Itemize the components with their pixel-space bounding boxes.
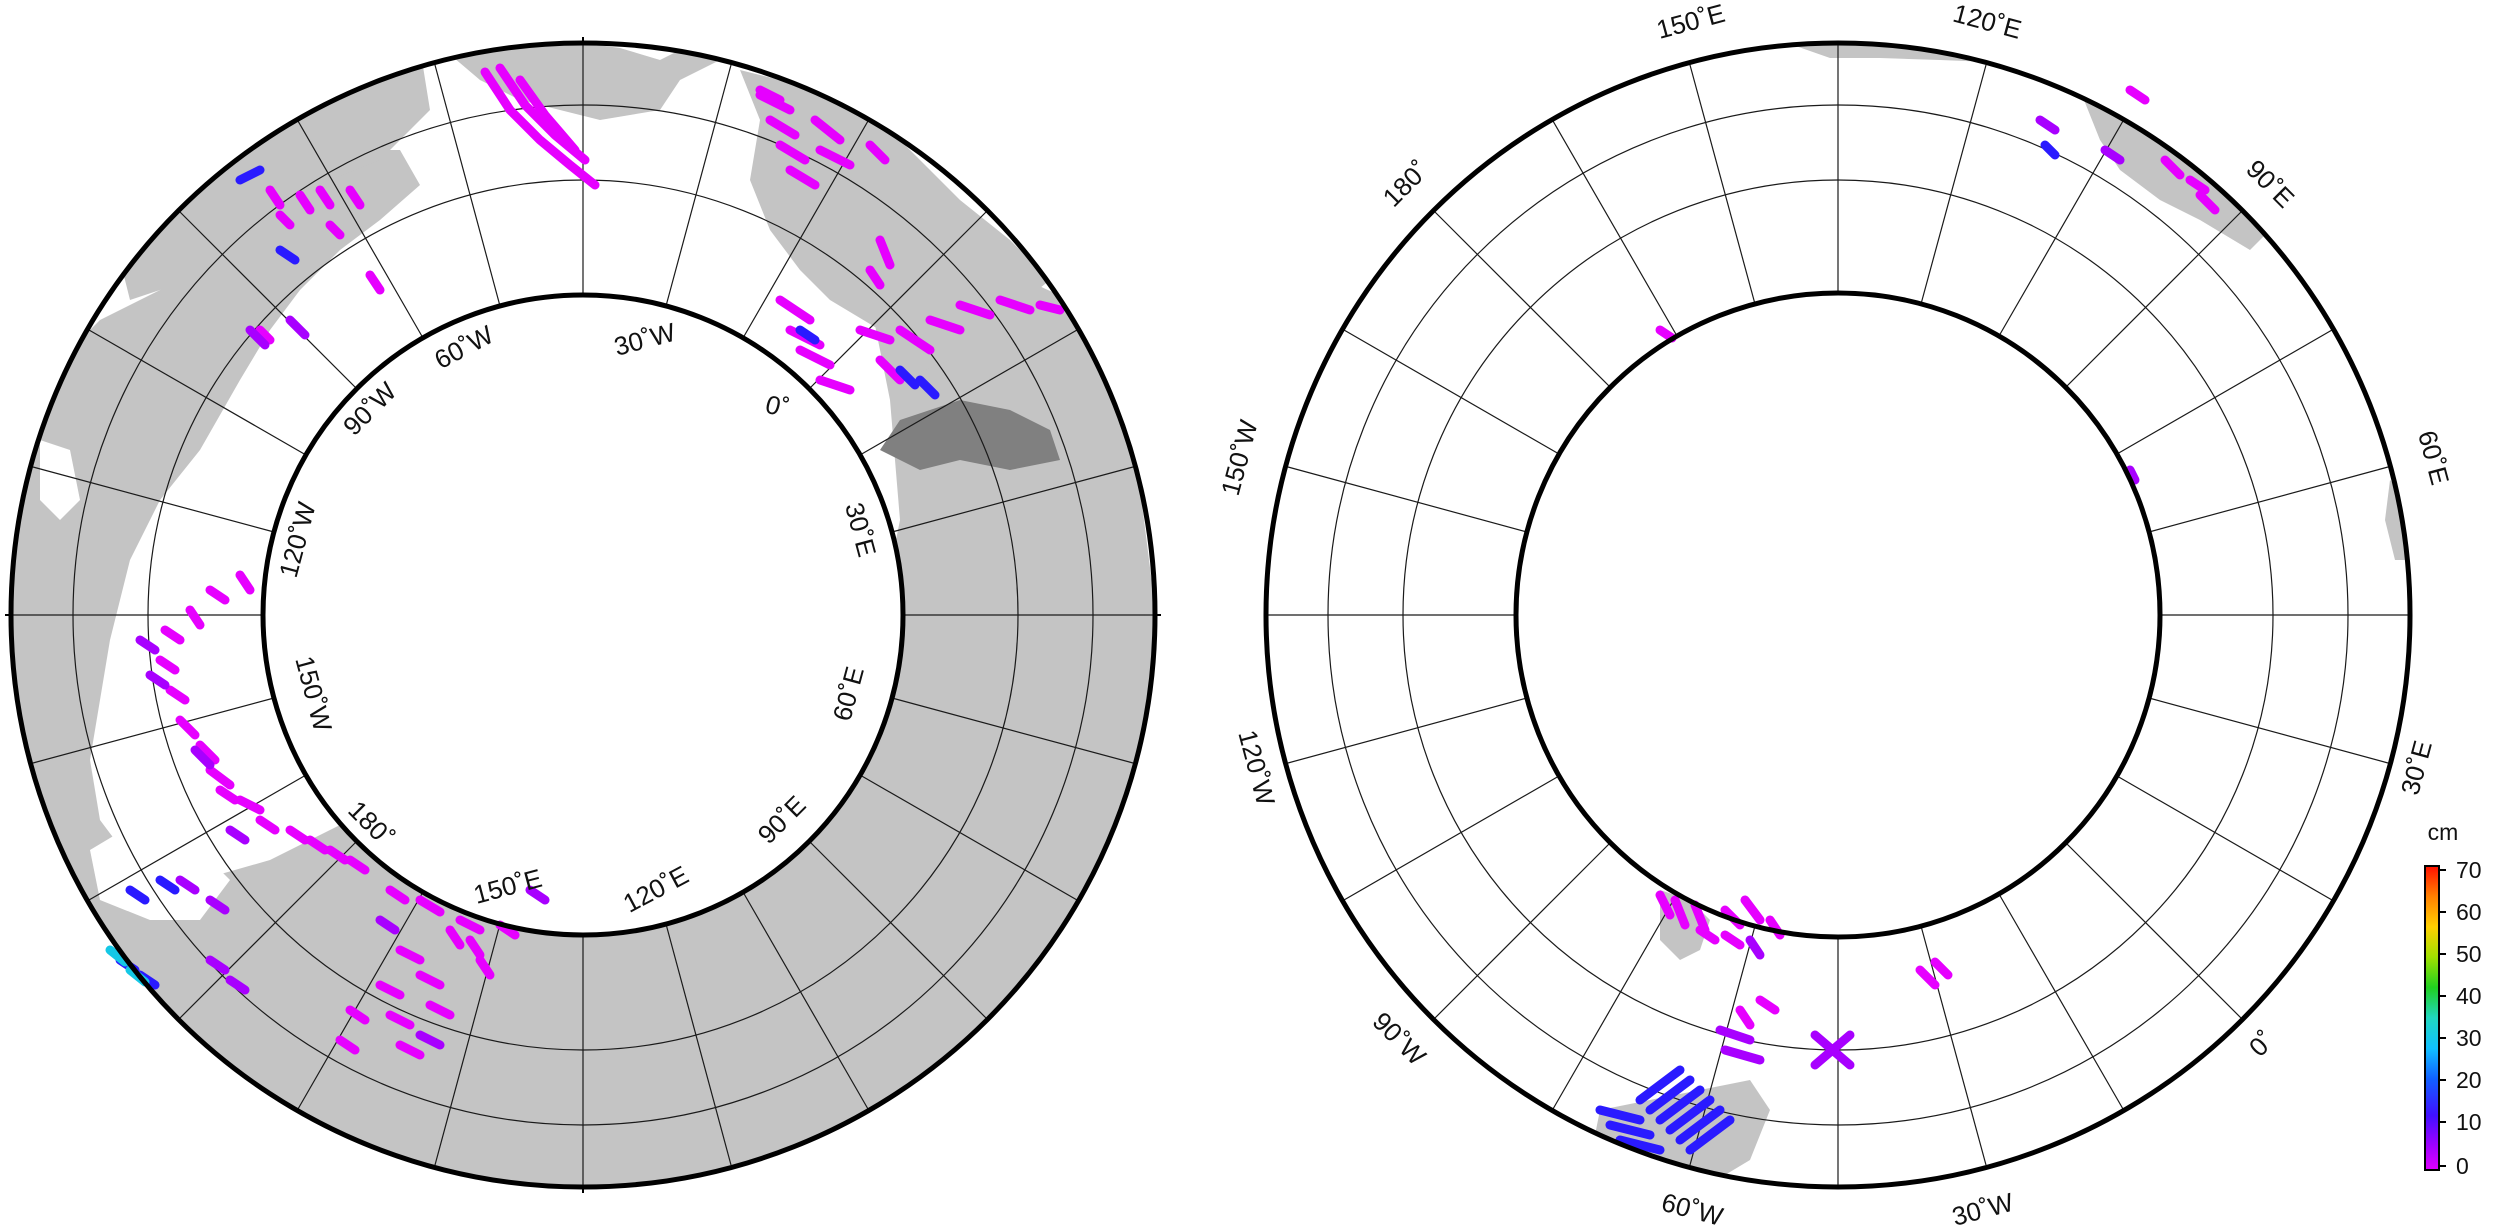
colorbar-ramp: [2424, 865, 2440, 1171]
right-label-60w: 60˚W: [1658, 1187, 1726, 1230]
colorbar-tick-40: 40: [2456, 983, 2482, 1009]
left-land-e: [1050, 440, 1145, 620]
right-label-180: 180˚: [1377, 155, 1435, 213]
right-label-90e: 90˚E: [2240, 154, 2300, 214]
colorbar-tick-70: 70: [2456, 857, 2482, 883]
left-land-main: [13, 150, 1153, 1185]
colorbar-tick-60: 60: [2456, 899, 2482, 925]
right-inner-disk: [1516, 293, 2160, 937]
right-label-0: 0˚: [2243, 1025, 2281, 1063]
right-label-150e: 150˚E: [1653, 0, 1728, 45]
right-graticule: [1268, 45, 2408, 1185]
left-inner-disk: [263, 295, 903, 935]
right-outer-frame: [1263, 40, 2413, 1190]
left-frame-ticks: [5, 37, 1161, 1193]
left-tracks-violet: [135, 315, 550, 1050]
left-tracks-magenta: [155, 63, 1065, 1060]
left-ocean-sw-gap: [90, 820, 230, 920]
left-ocean-w-gap: [40, 440, 80, 520]
right-label-120w: 120˚W: [1232, 727, 1281, 809]
left-tracks-blue: [115, 165, 940, 990]
left-land-nw: [120, 48, 430, 300]
left-inner-frame: [260, 292, 906, 938]
colorbar: cm 70 60 50 40 30 20 10 0: [2424, 819, 2482, 1179]
colorbar-tick-30: 30: [2456, 1025, 2482, 1051]
right-inner-frame: [1513, 290, 2163, 940]
left-land-n: [440, 45, 720, 120]
colorbar-tick-20: 20: [2456, 1067, 2482, 1093]
right-label-60e: 60˚E: [2412, 427, 2455, 488]
right-map: 150˚E 120˚E 180˚ 90˚E 150˚W 60˚E 120˚W 3…: [1215, 0, 2455, 1230]
right-tracks: [1595, 85, 2220, 1155]
right-label-150w: 150˚W: [1215, 416, 1264, 498]
colorbar-tick-50: 50: [2456, 941, 2482, 967]
left-tracks: [105, 63, 1065, 1060]
colorbar-unit: cm: [2428, 819, 2459, 845]
right-label-30e: 30˚E: [2395, 737, 2438, 798]
right-label-120e: 120˚E: [1950, 0, 2025, 45]
right-tracks-blue: [1595, 140, 2060, 1155]
colorbar-tick-10: 10: [2456, 1109, 2482, 1135]
right-label-30w: 30˚W: [1949, 1187, 2017, 1230]
right-tracks-violet: [1715, 115, 2140, 1070]
colorbar-tick-0: 0: [2456, 1153, 2469, 1179]
colorbar-ticks: [2439, 869, 2446, 1167]
colorbar-tick-labels: 70 60 50 40 30 20 10 0: [2456, 857, 2482, 1179]
left-map: 60˚W 30˚W 90˚W 0˚ 120˚W 30˚E 150˚W 60˚E …: [5, 37, 1161, 1193]
right-label-90w: 90˚W: [1367, 1006, 1432, 1071]
